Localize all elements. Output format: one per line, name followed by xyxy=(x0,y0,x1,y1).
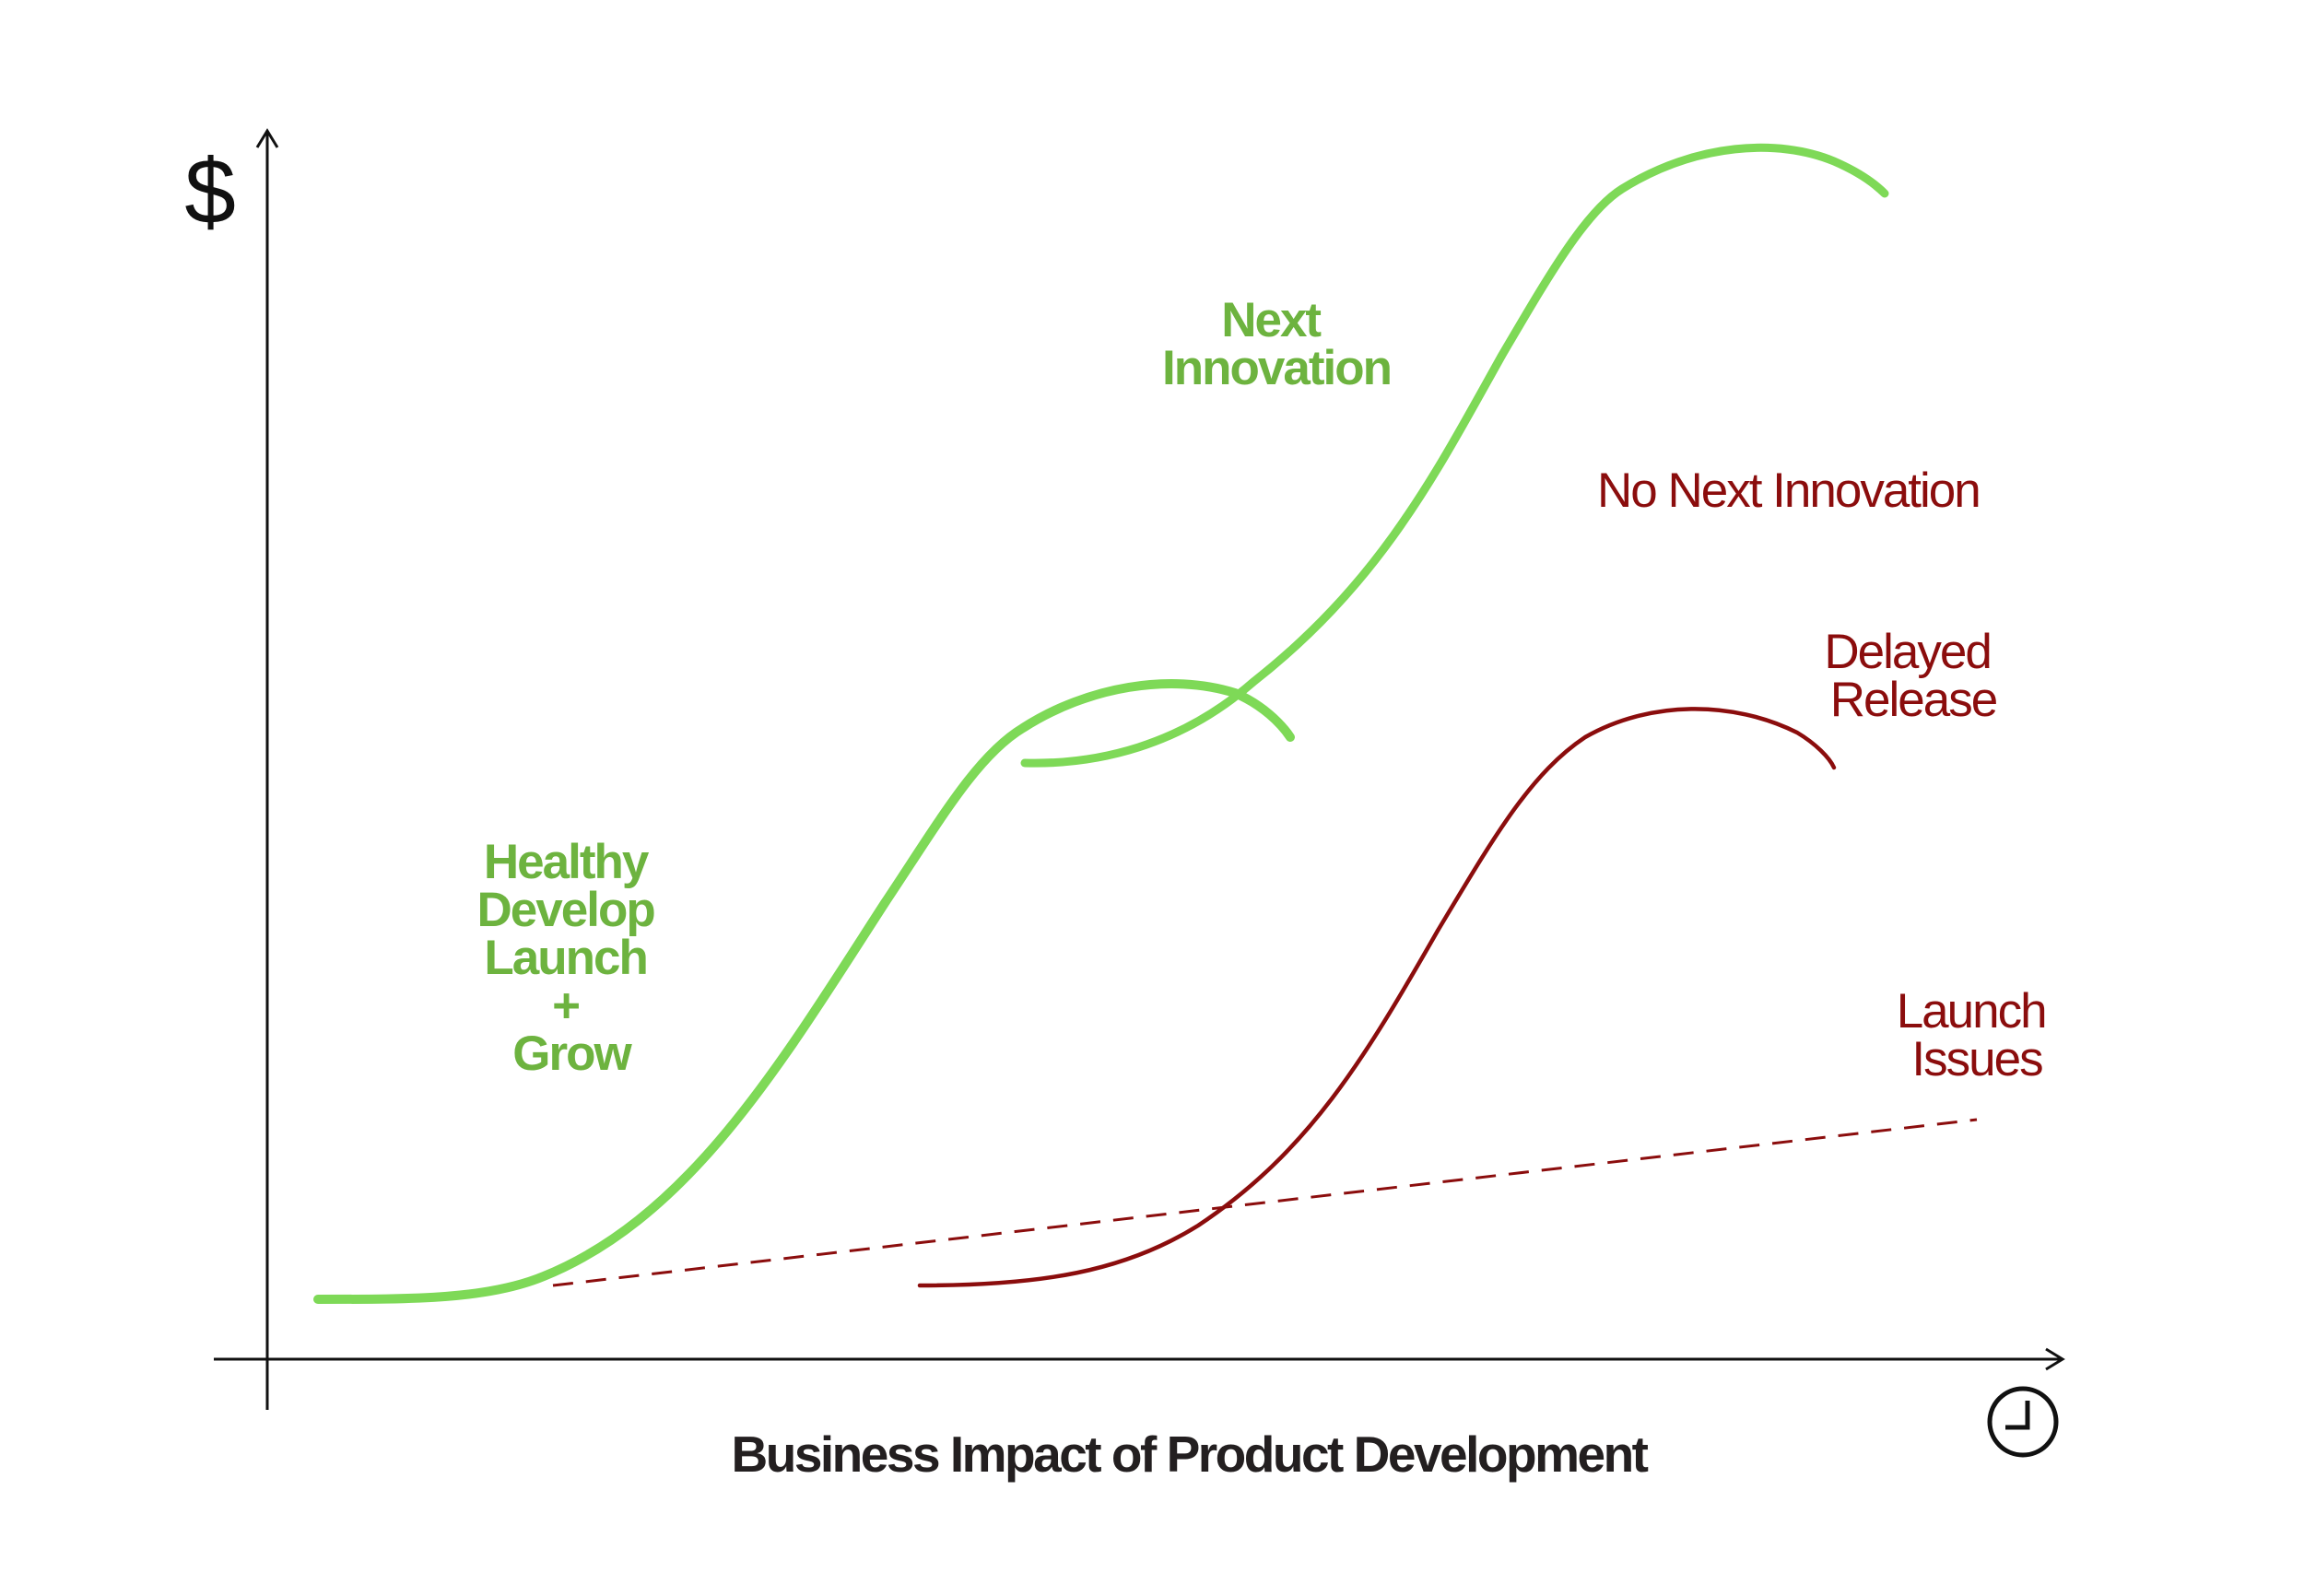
delayed-release-curve xyxy=(917,707,1837,1288)
healthy-label-line-3: Launch xyxy=(484,931,646,985)
no-next-innovation-label: No Next Innovation xyxy=(1597,464,1980,518)
next-innovation-label-line-1: Next xyxy=(1221,293,1321,347)
launch-issues-label-line-1: Launch xyxy=(1897,984,2046,1039)
delayed-release-label-line-1: Delayed xyxy=(1824,625,1990,679)
x-axis-arrowhead xyxy=(2045,1347,2065,1371)
delayed-release-label-line-2: Release xyxy=(1830,673,1997,727)
next-innovation-label-line-2: Innovation xyxy=(1162,341,1391,395)
diagram-title: Business Impact of Product Development xyxy=(732,1426,1649,1483)
clock-icon xyxy=(1987,1386,2059,1458)
y-axis-arrowhead xyxy=(255,128,279,148)
launch-issues-dashed-line xyxy=(552,1118,1978,1287)
healthy-label-line-5: Grow xyxy=(512,1027,632,1081)
axes xyxy=(214,128,2065,1410)
healthy-label-line-2: Develop xyxy=(477,883,655,937)
delayed-release-label: Delayed Release xyxy=(1824,625,2002,727)
next-innovation-curve xyxy=(1020,143,1889,768)
healthy-label-line-4: + xyxy=(552,979,579,1033)
launch-issues-label-line-2: Issues xyxy=(1911,1032,2042,1086)
healthy-growth-curve xyxy=(313,679,1295,1304)
launch-issues-label: Launch Issues xyxy=(1897,984,2058,1086)
healthy-label-line-1: Healthy xyxy=(484,835,650,889)
next-innovation-label: Next Innovation xyxy=(1162,293,1391,395)
healthy-label: Healthy Develop Launch + Grow xyxy=(477,835,666,1081)
y-axis-dollar-symbol: $ xyxy=(184,140,236,243)
